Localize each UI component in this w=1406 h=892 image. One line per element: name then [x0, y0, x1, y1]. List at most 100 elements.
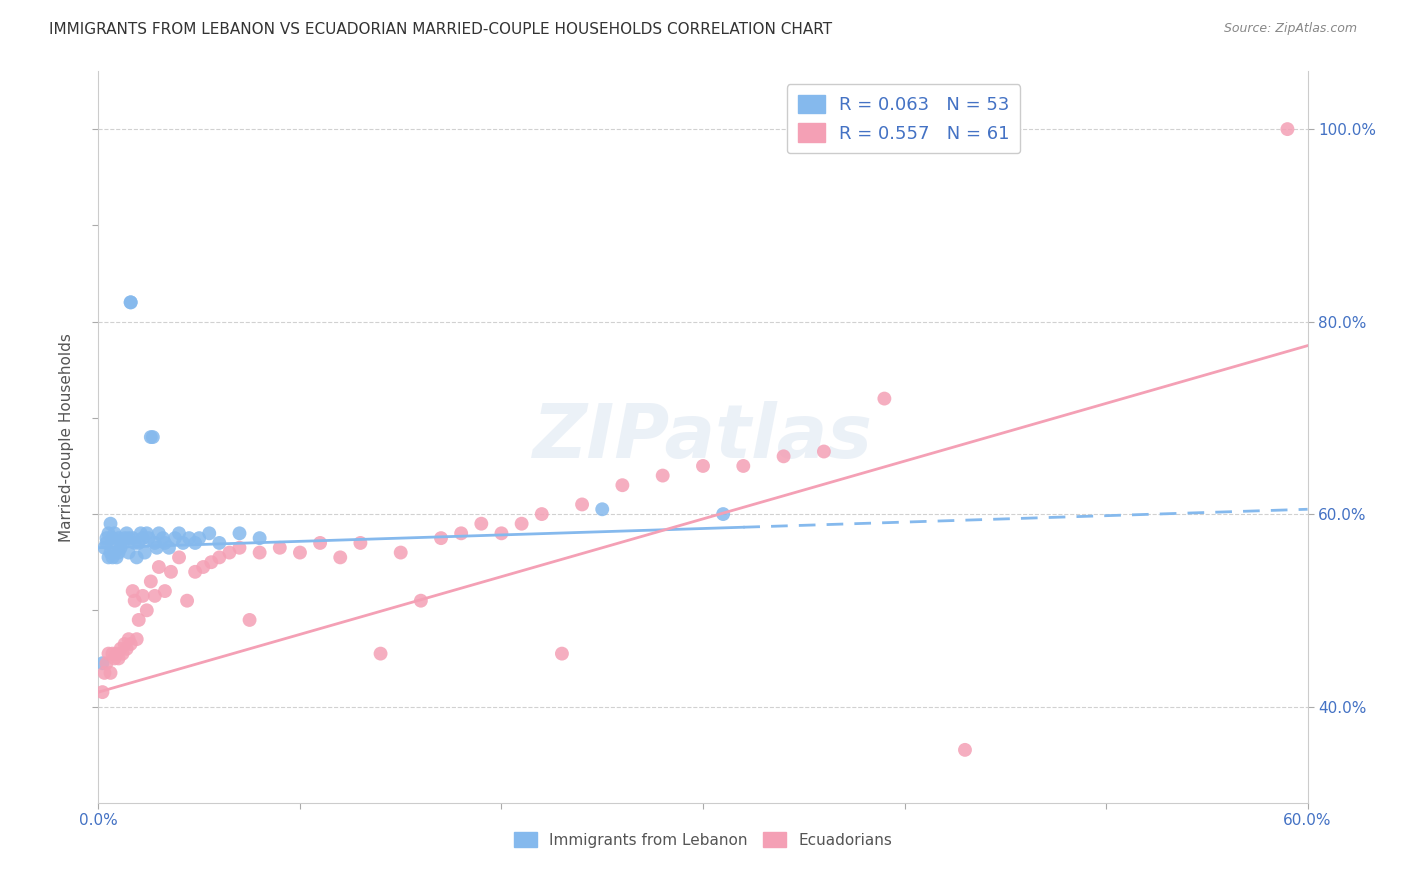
Point — [110, 541, 132, 555]
Point — [101, 550, 124, 565]
Point — [134, 545, 156, 559]
Point — [430, 531, 453, 545]
Point — [179, 531, 201, 545]
Point — [91, 657, 114, 671]
Point — [96, 531, 118, 545]
Point — [115, 641, 138, 656]
Point — [100, 545, 122, 559]
Point — [172, 536, 194, 550]
Point — [148, 560, 170, 574]
Point — [115, 526, 138, 541]
Point — [111, 536, 134, 550]
Point — [349, 536, 371, 550]
Point — [121, 584, 143, 599]
Point — [772, 450, 794, 464]
Point — [148, 526, 170, 541]
Point — [118, 545, 141, 559]
Point — [218, 545, 240, 559]
Point — [114, 637, 136, 651]
Point — [105, 647, 128, 661]
Point — [118, 632, 141, 647]
Point — [873, 392, 896, 406]
Point — [100, 665, 122, 680]
Point — [143, 536, 166, 550]
Point — [733, 458, 755, 473]
Point — [105, 550, 128, 565]
Point — [184, 536, 207, 550]
Y-axis label: Married-couple Households: Married-couple Households — [59, 333, 75, 541]
Point — [1277, 122, 1299, 136]
Point — [125, 632, 148, 647]
Legend: Immigrants from Lebanon, Ecuadorians: Immigrants from Lebanon, Ecuadorians — [508, 825, 898, 854]
Point — [110, 641, 132, 656]
Point — [200, 555, 222, 569]
Point — [120, 637, 142, 651]
Point — [370, 647, 392, 661]
Text: Source: ZipAtlas.com: Source: ZipAtlas.com — [1223, 22, 1357, 36]
Point — [249, 545, 271, 559]
Point — [132, 531, 155, 545]
Point — [135, 526, 157, 541]
Point — [146, 541, 169, 555]
Point — [692, 458, 714, 473]
Point — [152, 531, 174, 545]
Point — [97, 647, 120, 661]
Point — [93, 541, 115, 555]
Point — [139, 430, 162, 444]
Point — [309, 536, 332, 550]
Point — [107, 531, 129, 545]
Point — [491, 526, 513, 541]
Point — [153, 536, 176, 550]
Point — [103, 545, 125, 559]
Point — [409, 593, 432, 607]
Text: ZIPatlas: ZIPatlas — [533, 401, 873, 474]
Point — [96, 536, 118, 550]
Point — [470, 516, 492, 531]
Point — [167, 526, 190, 541]
Point — [96, 657, 118, 671]
Point — [139, 574, 162, 589]
Point — [953, 743, 976, 757]
Point — [103, 651, 125, 665]
Point — [198, 526, 221, 541]
Text: IMMIGRANTS FROM LEBANON VS ECUADORIAN MARRIED-COUPLE HOUSEHOLDS CORRELATION CHAR: IMMIGRANTS FROM LEBANON VS ECUADORIAN MA… — [49, 22, 832, 37]
Point — [157, 541, 180, 555]
Point — [124, 593, 146, 607]
Point — [389, 545, 412, 559]
Point — [228, 541, 250, 555]
Point — [612, 478, 634, 492]
Point — [100, 516, 122, 531]
Point — [591, 502, 613, 516]
Point — [120, 295, 142, 310]
Point — [711, 507, 734, 521]
Point — [124, 536, 146, 550]
Point — [153, 584, 176, 599]
Point — [228, 526, 250, 541]
Point — [551, 647, 574, 661]
Point — [138, 531, 160, 545]
Point — [111, 647, 134, 661]
Point — [125, 550, 148, 565]
Point — [329, 550, 352, 565]
Point — [167, 550, 190, 565]
Point — [176, 593, 198, 607]
Point — [114, 531, 136, 545]
Point — [101, 531, 124, 545]
Point — [120, 295, 142, 310]
Point — [143, 589, 166, 603]
Point — [132, 589, 155, 603]
Point — [571, 498, 593, 512]
Point — [103, 526, 125, 541]
Point — [107, 651, 129, 665]
Point — [93, 665, 115, 680]
Point — [450, 526, 472, 541]
Point — [239, 613, 262, 627]
Point — [128, 536, 150, 550]
Point — [142, 430, 165, 444]
Point — [208, 550, 231, 565]
Point — [160, 565, 183, 579]
Point — [193, 560, 215, 574]
Point — [163, 531, 186, 545]
Point — [184, 565, 207, 579]
Point — [97, 550, 120, 565]
